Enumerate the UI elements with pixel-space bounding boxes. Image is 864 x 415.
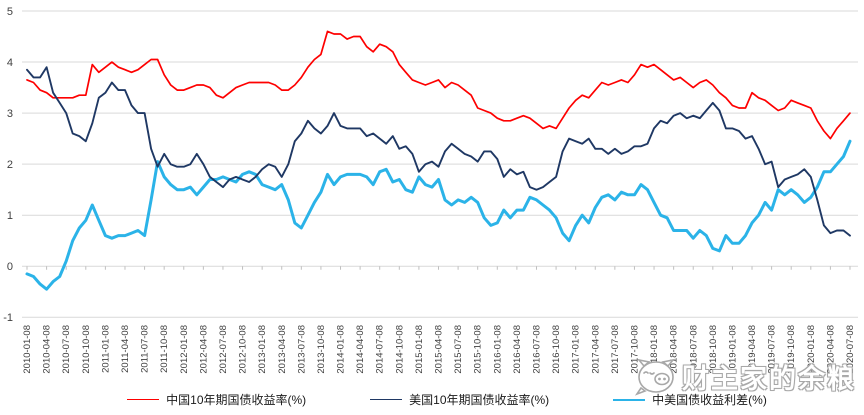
svg-text:2010-10-08: 2010-10-08 (81, 325, 92, 374)
svg-text:2014-01-08: 2014-01-08 (336, 325, 347, 374)
svg-text:2018-10-08: 2018-10-08 (708, 325, 719, 374)
legend-swatch-line (613, 398, 646, 401)
svg-text:3: 3 (7, 108, 13, 120)
svg-text:2015-10-08: 2015-10-08 (473, 325, 484, 374)
svg-text:2010-01-08: 2010-01-08 (22, 325, 33, 374)
svg-text:2017-07-08: 2017-07-08 (610, 325, 621, 374)
legend-item-0: 中国10年期国债收益率(%) (127, 391, 306, 408)
svg-text:2015-01-08: 2015-01-08 (414, 325, 425, 374)
svg-text:2015-04-08: 2015-04-08 (434, 325, 445, 374)
svg-text:2017-04-08: 2017-04-08 (590, 325, 601, 374)
legend-item-label: 中美国债收益利差(%) (652, 393, 767, 407)
svg-text:0: 0 (7, 261, 13, 273)
legend-item-label: 美国10年期国债收益率(%) (409, 393, 550, 407)
svg-text:2018-01-08: 2018-01-08 (649, 325, 660, 374)
svg-text:2017-10-08: 2017-10-08 (629, 325, 640, 374)
legend-item-2: 中美国债收益利差(%) (613, 391, 767, 408)
svg-text:2013-10-08: 2013-10-08 (316, 325, 327, 374)
svg-text:2020-07-08: 2020-07-08 (845, 325, 856, 374)
x-axis-ticks (26, 266, 851, 270)
svg-text:2015-07-08: 2015-07-08 (453, 325, 464, 374)
svg-text:2019-04-08: 2019-04-08 (747, 325, 758, 374)
legend-item-1: 美国10年期国债收益率(%) (370, 391, 549, 408)
svg-text:2018-04-08: 2018-04-08 (669, 325, 680, 374)
svg-text:2011-04-08: 2011-04-08 (120, 325, 131, 373)
svg-text:2016-01-08: 2016-01-08 (492, 325, 503, 374)
svg-text:1: 1 (7, 210, 13, 222)
chart-series-lines (25, 30, 852, 291)
x-axis-labels: 2010-01-08 2010-04-08 2010-07-08 2010-10-08… (22, 325, 856, 374)
svg-text:2012-10-08: 2012-10-08 (238, 325, 249, 374)
svg-text:2013-04-08: 2013-04-08 (277, 325, 288, 374)
svg-text:2019-07-08: 2019-07-08 (767, 325, 778, 374)
svg-text:2019-01-08: 2019-01-08 (727, 325, 738, 374)
svg-text:2: 2 (7, 159, 13, 171)
svg-text:2010-07-08: 2010-07-08 (61, 325, 72, 374)
svg-text:2011-07-08: 2011-07-08 (140, 325, 151, 373)
svg-text:2012-07-08: 2012-07-08 (218, 325, 229, 374)
svg-text:2013-01-08: 2013-01-08 (257, 325, 268, 374)
chart-legend: 中国10年期国债收益率(%) 美国10年期国债收益率(%) 中美国债收益利差(%) (0, 391, 864, 408)
svg-text:2020-04-08: 2020-04-08 (825, 325, 836, 374)
svg-text:2012-04-08: 2012-04-08 (198, 325, 209, 374)
legend-swatch-line (127, 399, 160, 400)
svg-text:2011-01-08: 2011-01-08 (100, 325, 111, 373)
svg-text:2016-07-08: 2016-07-08 (532, 325, 543, 374)
legend-item-label: 中国10年期国债收益率(%) (166, 393, 307, 407)
svg-text:2014-07-08: 2014-07-08 (375, 325, 386, 374)
y-axis-labels: 5 4 3 2 1 0 -1 (3, 6, 13, 324)
svg-text:2020-01-08: 2020-01-08 (806, 325, 817, 374)
svg-text:2010-04-08: 2010-04-08 (42, 325, 53, 374)
svg-text:2018-07-08: 2018-07-08 (688, 325, 699, 374)
svg-text:2011-10-08: 2011-10-08 (159, 325, 170, 373)
svg-text:2016-04-08: 2016-04-08 (512, 325, 523, 374)
svg-text:2012-01-08: 2012-01-08 (179, 325, 190, 374)
svg-text:5: 5 (7, 6, 13, 18)
svg-text:2013-07-08: 2013-07-08 (296, 325, 307, 374)
legend-swatch-line (370, 399, 403, 400)
svg-text:2014-10-08: 2014-10-08 (394, 325, 405, 374)
svg-text:2017-01-08: 2017-01-08 (571, 325, 582, 374)
svg-text:2016-10-08: 2016-10-08 (551, 325, 562, 374)
svg-text:2014-04-08: 2014-04-08 (355, 325, 366, 374)
svg-text:4: 4 (7, 57, 13, 69)
svg-text:-1: -1 (3, 312, 13, 324)
svg-text:2019-10-08: 2019-10-08 (786, 325, 797, 374)
gridlines (22, 10, 858, 318)
